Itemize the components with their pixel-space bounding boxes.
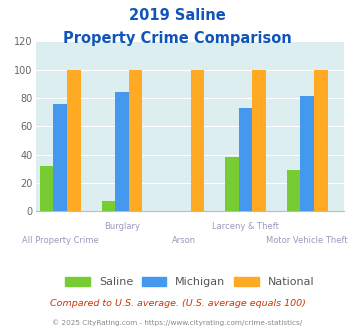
- Text: Larceny & Theft: Larceny & Theft: [212, 222, 279, 231]
- Text: Compared to U.S. average. (U.S. average equals 100): Compared to U.S. average. (U.S. average …: [50, 299, 305, 308]
- Legend: Saline, Michigan, National: Saline, Michigan, National: [62, 273, 318, 291]
- Bar: [300, 96, 314, 211]
- Text: © 2025 CityRating.com - https://www.cityrating.com/crime-statistics/: © 2025 CityRating.com - https://www.city…: [53, 319, 302, 326]
- Bar: [115, 92, 129, 211]
- Bar: [40, 166, 53, 211]
- Bar: [53, 104, 67, 211]
- Text: Motor Vehicle Theft: Motor Vehicle Theft: [267, 236, 348, 245]
- Bar: [252, 70, 266, 211]
- Bar: [314, 70, 328, 211]
- Text: 2019 Saline: 2019 Saline: [129, 8, 226, 23]
- Bar: [287, 170, 300, 211]
- Text: Property Crime Comparison: Property Crime Comparison: [63, 31, 292, 46]
- Text: Burglary: Burglary: [104, 222, 140, 231]
- Bar: [102, 201, 115, 211]
- Text: Arson: Arson: [172, 236, 196, 245]
- Bar: [191, 70, 204, 211]
- Bar: [67, 70, 81, 211]
- Bar: [239, 108, 252, 211]
- Text: All Property Crime: All Property Crime: [22, 236, 99, 245]
- Bar: [129, 70, 142, 211]
- Bar: [225, 157, 239, 211]
